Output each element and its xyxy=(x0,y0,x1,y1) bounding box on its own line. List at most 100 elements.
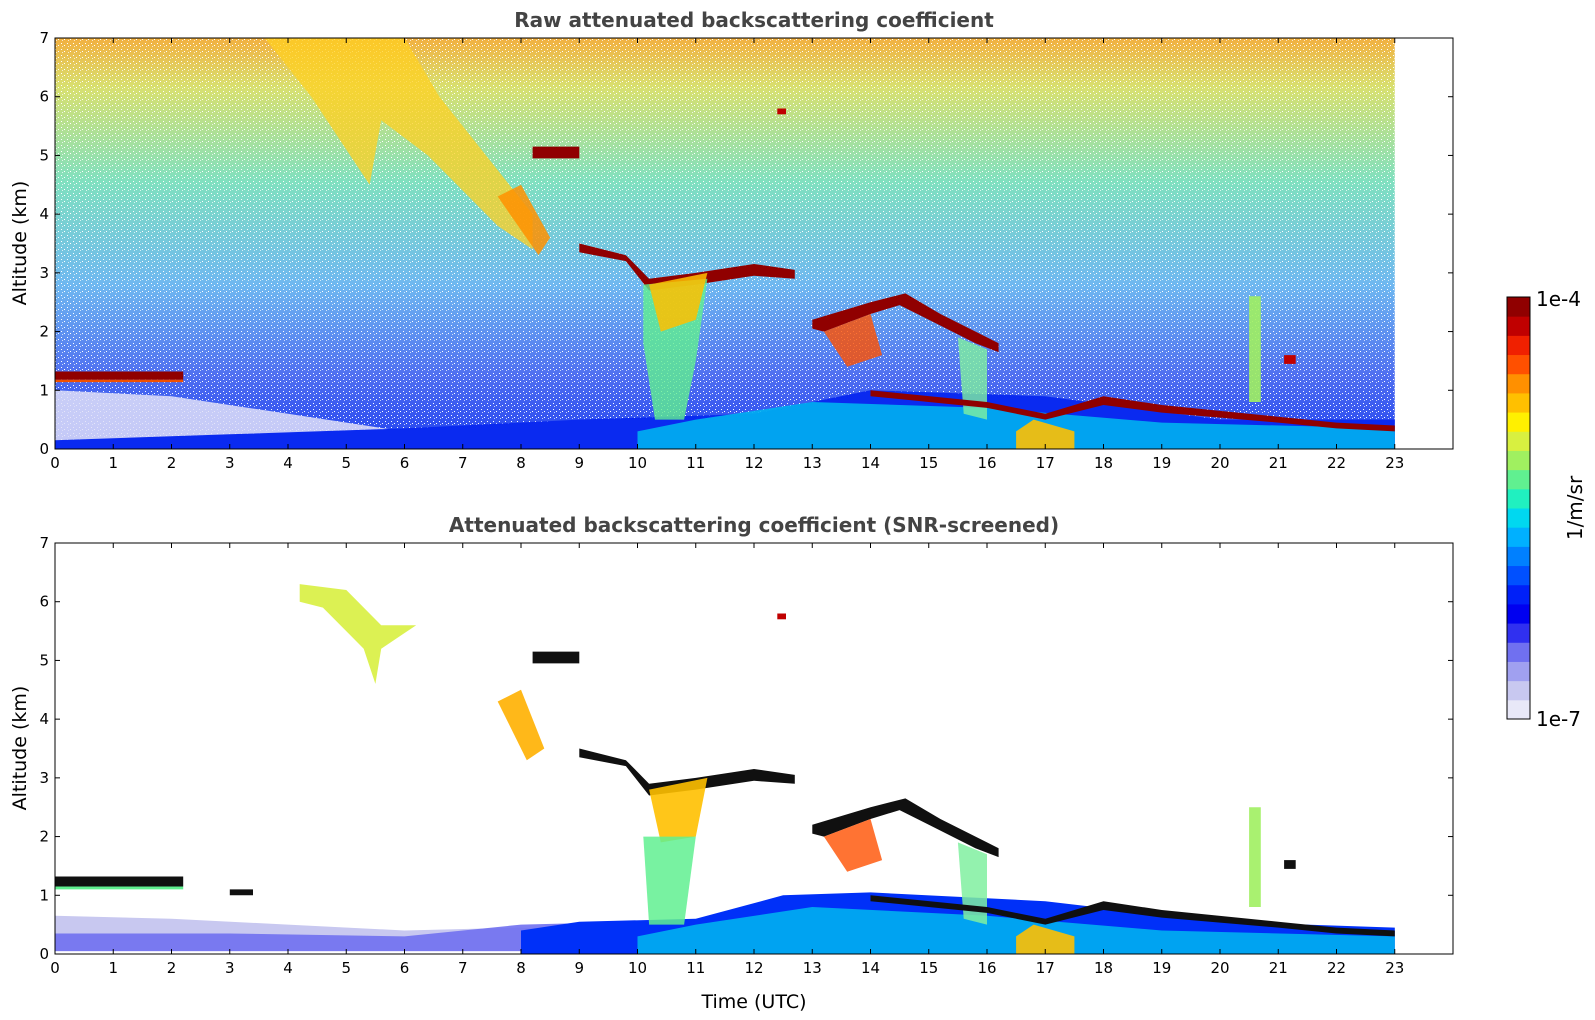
colorbar-max-label: 1e-4 xyxy=(1536,287,1581,311)
boundary-layer-mixed xyxy=(637,402,1395,449)
top-x-tick-label: 12 xyxy=(744,454,763,472)
bottom-x-tick-label: 17 xyxy=(1036,959,1055,977)
screened-cirrus xyxy=(299,584,417,684)
colorbar-step xyxy=(1507,488,1530,509)
colorbar-step xyxy=(1507,623,1530,643)
bottom-y-tick-label: 6 xyxy=(39,593,49,611)
top-y-tick-label: 7 xyxy=(39,29,49,47)
screened-small-cloud-high xyxy=(777,613,786,620)
colorbar-step xyxy=(1507,508,1530,528)
bottom-x-tick-label: 7 xyxy=(458,959,468,977)
top-x-tick-label: 14 xyxy=(861,454,880,472)
low-cloud-layer xyxy=(55,371,184,380)
top-x-tick-label: 18 xyxy=(1094,454,1113,472)
colorbar-step xyxy=(1507,469,1530,490)
colorbar-step xyxy=(1507,335,1530,356)
bottom-x-tick-label: 2 xyxy=(167,959,177,977)
raw-heatmap xyxy=(55,38,1395,449)
bottom-x-tick-label: 18 xyxy=(1094,959,1113,977)
elevated-layer xyxy=(532,146,580,159)
top-x-tick-label: 7 xyxy=(458,454,468,472)
top-y-axis-label: Altitude (km) xyxy=(9,181,31,306)
screened-elevated-layer xyxy=(532,651,580,664)
bottom-x-tick-label: 4 xyxy=(283,959,293,977)
screened-virga xyxy=(643,836,696,925)
top-x-tick-label: 22 xyxy=(1327,454,1346,472)
top-x-tick-label: 1 xyxy=(108,454,118,472)
top-y-tick-label: 0 xyxy=(39,440,49,458)
colorbar-step xyxy=(1507,699,1530,720)
colorbar-frame xyxy=(1506,296,1531,720)
colorbar-min-label: 1e-7 xyxy=(1536,707,1581,731)
top-y-tick-label: 6 xyxy=(39,88,49,106)
boundary-layer-top xyxy=(870,390,1395,432)
screened-arc-fill xyxy=(823,819,883,872)
top-x-tick-label: 0 xyxy=(50,454,60,472)
surface-feature xyxy=(1016,419,1075,449)
top-x-tick-label: 17 xyxy=(1036,454,1055,472)
small-cloud xyxy=(1284,355,1296,364)
bottom-x-tick-label: 0 xyxy=(50,959,60,977)
bottom-y-tick-label: 2 xyxy=(39,828,49,846)
bottom-plot-frame xyxy=(54,542,1454,955)
cirrus-core xyxy=(497,184,551,256)
top-x-tick-label: 3 xyxy=(225,454,235,472)
clear-air-region xyxy=(55,390,638,447)
colorbar-step xyxy=(1507,603,1530,624)
top-y-tick-label: 5 xyxy=(39,146,49,164)
top-x-tick-label: 9 xyxy=(574,454,584,472)
colorbar-step xyxy=(1507,584,1530,605)
bottom-y-tick-label: 1 xyxy=(39,886,49,904)
top-x-tick-label: 13 xyxy=(803,454,822,472)
screened-boundary-layer-top xyxy=(870,895,1395,937)
bottom-y-tick-label: 4 xyxy=(39,710,49,728)
colorbar-step xyxy=(1507,431,1530,451)
bottom-y-axis-label: Altitude (km) xyxy=(9,686,31,811)
colorbar-step xyxy=(1507,527,1530,547)
narrow-column xyxy=(1249,296,1261,402)
screened-heatmap xyxy=(55,584,1395,954)
colorbar-step xyxy=(1507,450,1530,471)
top-x-tick-label: 5 xyxy=(341,454,351,472)
low-cloud-edge xyxy=(55,379,184,383)
colorbar: 1e-4 1e-7 1/m/sr xyxy=(1506,287,1587,731)
top-x-tick-label: 19 xyxy=(1152,454,1171,472)
bottom-x-tick-label: 11 xyxy=(686,959,705,977)
colorbar-step xyxy=(1507,297,1530,317)
top-x-tick-label: 8 xyxy=(516,454,526,472)
top-x-tick-label: 16 xyxy=(977,454,996,472)
top-x-tick-label: 20 xyxy=(1210,454,1229,472)
bottom-x-tick-label: 16 xyxy=(977,959,996,977)
top-y-tick-label: 1 xyxy=(39,381,49,399)
screened-virga-core xyxy=(649,777,708,843)
screened-small-cloud xyxy=(229,889,253,896)
screened-low-cloud xyxy=(55,876,184,887)
colorbar-step xyxy=(1507,316,1530,336)
fallstreak xyxy=(957,337,987,420)
raw-backscatter-panel: Raw attenuated backscattering coefficien… xyxy=(9,8,1454,472)
top-x-tick-label: 11 xyxy=(686,454,705,472)
arc-cloud-layer xyxy=(812,293,999,353)
top-panel-title: Raw attenuated backscattering coefficien… xyxy=(514,8,994,32)
bottom-x-tick-label: 15 xyxy=(919,959,938,977)
bottom-x-tick-label: 13 xyxy=(803,959,822,977)
screened-narrow-column xyxy=(1249,807,1261,907)
top-x-tick-label: 4 xyxy=(283,454,293,472)
colorbar-step xyxy=(1507,392,1530,413)
top-y-tick-label: 3 xyxy=(39,264,49,282)
colorbar-step xyxy=(1507,373,1530,394)
cirrus-plume xyxy=(264,38,533,250)
bottom-panel-title: Attenuated backscattering coefficient (S… xyxy=(449,513,1059,537)
top-y-tick-label: 4 xyxy=(39,205,49,223)
bottom-x-tick-label: 6 xyxy=(400,959,410,977)
snr-screened-panel: Attenuated backscattering coefficient (S… xyxy=(9,513,1454,1013)
virga-core xyxy=(649,272,708,332)
screened-aerosol xyxy=(55,921,638,952)
colorbar-step xyxy=(1507,642,1530,662)
bottom-x-tick-label: 20 xyxy=(1210,959,1229,977)
top-x-tick-label: 21 xyxy=(1269,454,1288,472)
x-axis-label: Time (UTC) xyxy=(700,991,806,1013)
bottom-x-tick-label: 12 xyxy=(744,959,763,977)
raw-noise-speckle xyxy=(55,38,1395,449)
